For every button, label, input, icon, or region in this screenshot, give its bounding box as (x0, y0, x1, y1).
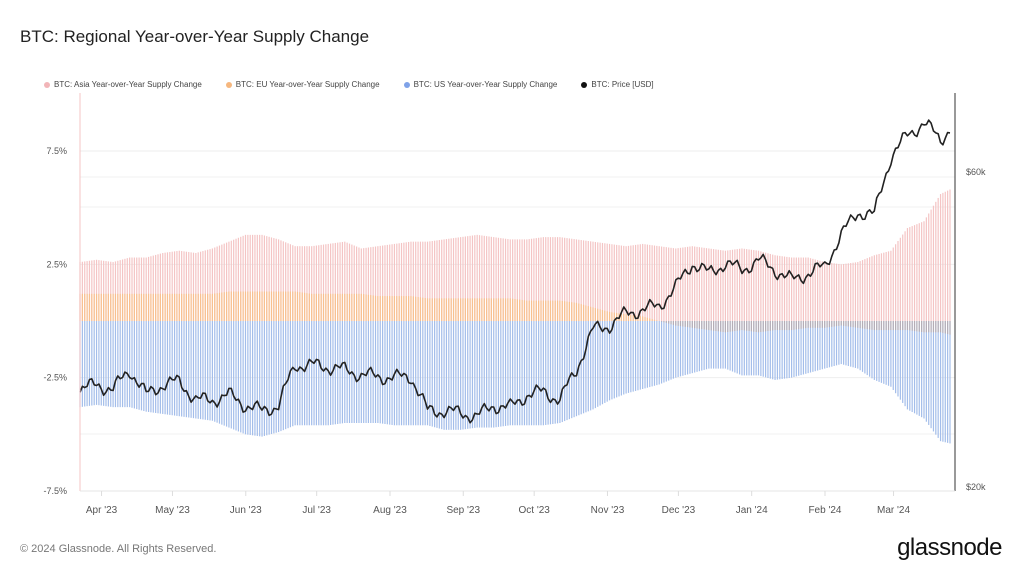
x-tick-label: Mar '24 (877, 505, 910, 516)
legend-dot-eu (225, 81, 232, 88)
x-tick-label: Sep '23 (446, 505, 480, 516)
x-tick-label: Feb '24 (808, 505, 841, 516)
legend-dot-asia (44, 81, 50, 88)
legend-label: BTC: Asia Year-over-Year Supply Change (54, 80, 202, 89)
glassnode-logo: glassnode (897, 534, 1002, 561)
chart-title: BTC: Regional Year-over-Year Supply Chan… (20, 27, 370, 46)
x-tick-label: May '23 (155, 505, 190, 516)
legend-label: BTC: EU Year-over-Year Supply Change (235, 80, 380, 89)
y-left-tick-label: -7.5% (43, 486, 67, 496)
legend-item-price[interactable]: BTC: Price [USD] (581, 80, 654, 89)
legend-label: BTC: Price [USD] (591, 80, 654, 89)
x-tick-label: Apr '23 (86, 505, 118, 516)
y-right-tick-label: $60k (966, 167, 986, 177)
legend-item-asia[interactable]: BTC: Asia Year-over-Year Supply Change (44, 80, 202, 89)
x-tick-label: Aug '23 (373, 505, 407, 516)
y-left-tick-label: -2.5% (43, 373, 67, 383)
legend-label: BTC: US Year-over-Year Supply Change (413, 80, 558, 89)
legend-dot-us (403, 81, 410, 88)
y-right-tick-label: $20k (966, 482, 986, 492)
x-tick-label: Oct '23 (518, 505, 550, 516)
x-tick-label: Jan '24 (736, 505, 768, 516)
legend-dot-price (581, 81, 588, 88)
x-tick-label: Jul '23 (302, 505, 331, 516)
copyright: © 2024 Glassnode. All Rights Reserved. (20, 543, 217, 555)
x-tick-label: Jun '23 (230, 505, 262, 516)
price-line (79, 119, 951, 424)
legend: BTC: Asia Year-over-Year Supply Change B… (44, 80, 678, 89)
legend-item-us[interactable]: BTC: US Year-over-Year Supply Change (403, 80, 558, 89)
y-left-tick-label: 7.5% (46, 146, 67, 156)
x-tick-label: Nov '23 (591, 505, 625, 516)
legend-item-eu[interactable]: BTC: EU Year-over-Year Supply Change (225, 80, 380, 89)
x-tick-label: Dec '23 (662, 505, 696, 516)
y-left-tick-label: 2.5% (46, 259, 67, 269)
